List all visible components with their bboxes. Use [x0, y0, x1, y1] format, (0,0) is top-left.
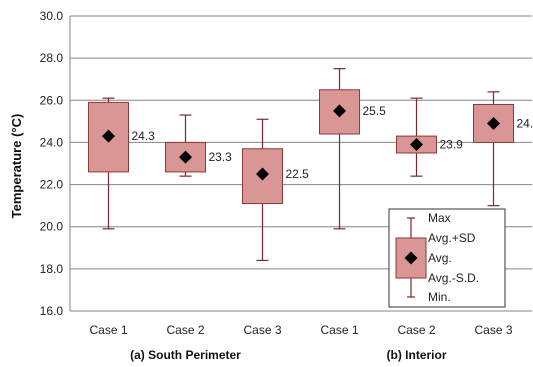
y-tick-label: 30.0 — [40, 9, 64, 23]
avg-marker — [256, 167, 269, 181]
data-label: 25.5 — [363, 104, 387, 118]
legend-entry: Avg.+SD — [428, 231, 476, 245]
avg-marker — [179, 150, 192, 164]
y-tick-label: 20.0 — [40, 220, 64, 234]
legend-entry: Avg.-S.D. — [428, 271, 479, 285]
y-tick-label: 22.0 — [40, 178, 64, 192]
legend-entry: Max — [428, 211, 451, 225]
data-label: 24.9 — [517, 116, 533, 130]
x-tick-label: Case 2 — [166, 323, 204, 337]
x-tick-label: Case 1 — [89, 323, 127, 337]
y-tick-label: 18.0 — [40, 262, 64, 276]
group-label: (b) Interior — [387, 348, 447, 362]
x-tick-labels: Case 1 Case 2 Case 3 Case 1 Case 2 Case 3 — [89, 323, 512, 337]
x-tick-label: Case 3 — [243, 323, 281, 337]
box-plot: 23.3 — [165, 114, 233, 177]
avg-marker — [102, 129, 115, 143]
y-tick-label: 28.0 — [40, 51, 64, 65]
avg-marker — [487, 116, 500, 130]
legend-marker — [404, 251, 418, 265]
box-plot: 25.5 — [319, 68, 387, 230]
avg-marker — [333, 104, 346, 118]
group-labels: (a) South Perimeter (b) Interior — [130, 348, 447, 362]
data-label: 24.3 — [132, 129, 156, 143]
legend-entry: Min. — [428, 290, 451, 304]
data-label: 23.3 — [209, 150, 233, 164]
y-tick-label: 16.0 — [40, 304, 64, 318]
legend: Max Avg.+SD Avg. Avg.-S.D. Min. — [388, 208, 506, 308]
data-label: 22.5 — [286, 167, 310, 181]
y-axis-title: Temperature (°C) — [9, 114, 24, 219]
y-tick-labels: 16.0 18.0 20.0 22.0 24.0 26.0 28.0 30.0 — [40, 9, 64, 318]
y-tick-label: 26.0 — [40, 93, 64, 107]
box-series: 24.3 23.3 22.5 25.5 23.9 24.9 — [88, 68, 533, 262]
box-plot: 23.9 — [396, 97, 464, 177]
box-plot: 24.3 — [88, 97, 156, 230]
x-tick-label: Case 3 — [474, 323, 512, 337]
box-plot: 22.5 — [242, 118, 310, 262]
legend-entry: Avg. — [428, 251, 452, 265]
group-label: (a) South Perimeter — [130, 348, 241, 362]
y-tick-label: 24.0 — [40, 135, 64, 149]
grid-lines — [69, 15, 532, 312]
x-tick-label: Case 1 — [320, 323, 358, 337]
avg-marker — [410, 138, 423, 152]
data-label: 23.9 — [440, 138, 464, 152]
x-tick-label: Case 2 — [397, 323, 435, 337]
box-plot: 24.9 — [473, 91, 533, 207]
